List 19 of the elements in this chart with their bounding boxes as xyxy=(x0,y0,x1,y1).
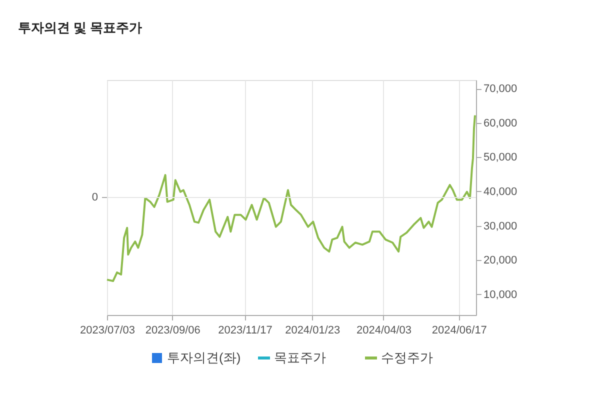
y2-tick-label: 60,000 xyxy=(484,117,518,130)
x-tick-label: 2024/01/23 xyxy=(285,324,340,336)
legend-label: 목표주가 xyxy=(274,350,326,365)
y2-tick-label: 20,000 xyxy=(484,254,518,267)
x-tick-label: 2023/11/17 xyxy=(218,324,272,336)
x-tick-label: 2023/09/06 xyxy=(145,324,200,336)
y2-tick-label: 40,000 xyxy=(484,186,518,198)
y2-tick-label: 10,000 xyxy=(484,288,518,301)
legend-label: 수정주가 xyxy=(381,350,433,365)
text: 0 xyxy=(92,192,98,204)
x-tick-label: 2024/06/17 xyxy=(432,324,487,336)
y2-tick-label: 30,000 xyxy=(484,220,518,232)
chart-title: 투자의견 및 목표주가 xyxy=(18,20,142,35)
legend-label: 투자의견(좌) xyxy=(167,350,241,365)
x-tick-label: 2024/04/03 xyxy=(356,324,412,336)
line-series xyxy=(106,114,476,282)
y2-tick-label: 70,000 xyxy=(484,83,518,96)
x-tick-label: 2023/07/03 xyxy=(80,324,136,336)
y2-tick-label: 50,000 xyxy=(484,152,518,164)
